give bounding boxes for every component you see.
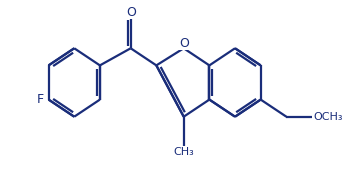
Text: O: O (126, 6, 136, 19)
Text: OCH₃: OCH₃ (314, 112, 343, 122)
Text: CH₃: CH₃ (173, 147, 194, 157)
Text: F: F (36, 93, 44, 106)
Text: O: O (179, 37, 189, 50)
